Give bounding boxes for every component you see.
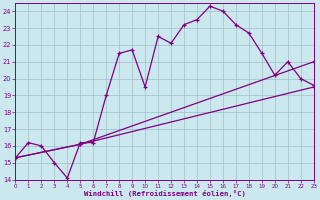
X-axis label: Windchill (Refroidissement éolien,°C): Windchill (Refroidissement éolien,°C) (84, 190, 245, 197)
